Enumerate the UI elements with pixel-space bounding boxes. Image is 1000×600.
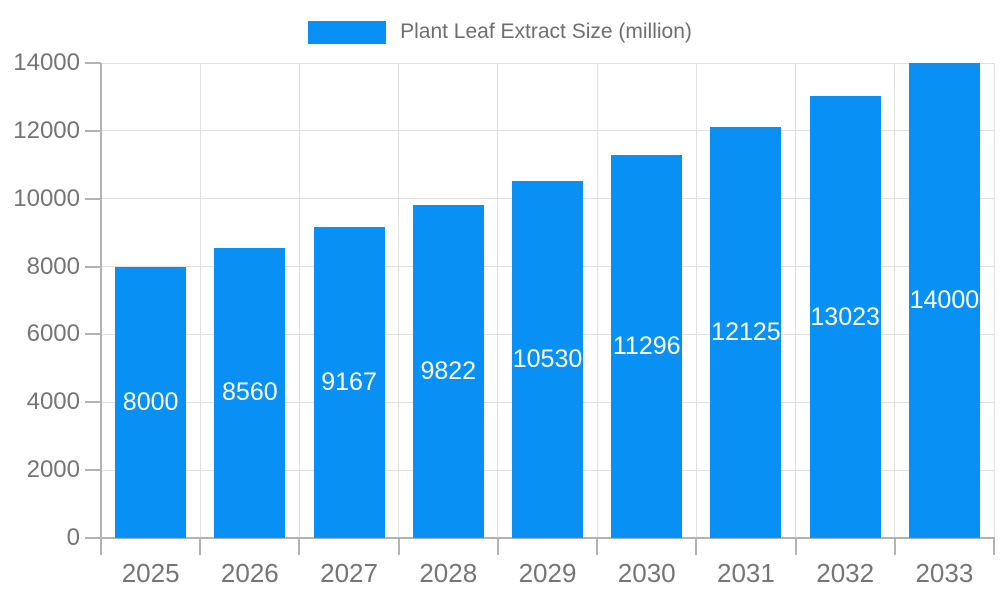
- bar-value-label: 11296: [612, 331, 681, 360]
- x-gridline: [695, 63, 697, 538]
- y-tick: [85, 265, 101, 268]
- y-tick: [85, 333, 101, 336]
- x-axis-label: 2030: [617, 558, 676, 588]
- y-gridline: [101, 130, 994, 132]
- x-axis-label: 2025: [121, 558, 180, 588]
- x-tick: [794, 538, 797, 555]
- y-tick: [85, 129, 101, 132]
- y-axis-label: 12000: [13, 116, 80, 144]
- y-tick: [85, 401, 101, 404]
- bar-2028[interactable]: 9822: [412, 204, 484, 538]
- x-gridline: [398, 63, 400, 538]
- x-gridline: [993, 63, 995, 538]
- bar-value-label: 13023: [810, 302, 880, 331]
- x-gridline: [795, 63, 797, 538]
- y-tick: [85, 62, 101, 64]
- x-axis-label: 2027: [320, 558, 378, 588]
- x-tick: [993, 538, 995, 555]
- y-axis-label: 2000: [26, 456, 80, 484]
- bar-2033[interactable]: 14000: [908, 63, 980, 538]
- bar-value-label: 12125: [711, 317, 781, 346]
- y-axis-label: 4000: [26, 388, 80, 416]
- bar-2026[interactable]: 8560: [214, 247, 286, 538]
- y-tick: [85, 537, 101, 539]
- x-tick: [199, 538, 202, 555]
- y-axis-label: 0: [66, 524, 80, 551]
- bar-2030[interactable]: 11296: [611, 154, 683, 538]
- y-axis-label: 14000: [13, 49, 80, 76]
- x-axis-line: [100, 537, 995, 539]
- y-gridline: [101, 62, 994, 64]
- x-tick: [893, 538, 896, 555]
- bar-2031[interactable]: 12125: [710, 126, 782, 538]
- y-axis-label: 6000: [26, 320, 80, 348]
- y-axis-label: 10000: [13, 184, 80, 212]
- bar-value-label: 8000: [122, 387, 179, 416]
- x-gridline: [298, 63, 300, 538]
- bar-value-label: 14000: [909, 286, 980, 314]
- y-tick: [85, 197, 101, 200]
- x-tick: [596, 538, 599, 555]
- bar-2029[interactable]: 10530: [512, 180, 583, 538]
- bar-2025[interactable]: 8000: [115, 266, 187, 538]
- x-axis-label: 2029: [518, 558, 577, 588]
- legend[interactable]: Plant Leaf Extract Size (million): [0, 20, 1000, 44]
- bar-value-label: 9822: [420, 356, 477, 385]
- x-axis-label: 2031: [717, 558, 775, 588]
- y-axis-line: [100, 63, 102, 555]
- y-tick: [85, 469, 101, 472]
- x-gridline: [199, 63, 201, 538]
- x-tick: [397, 538, 400, 555]
- x-tick: [695, 538, 698, 555]
- bar-value-label: 10530: [512, 344, 583, 373]
- x-gridline: [596, 63, 598, 538]
- x-axis-label: 2033: [915, 558, 974, 588]
- legend-swatch: [308, 20, 387, 44]
- bar-value-label: 8560: [222, 378, 278, 407]
- x-gridline: [497, 63, 499, 538]
- x-axis-label: 2032: [816, 558, 875, 588]
- bar-2032[interactable]: 13023: [809, 96, 881, 538]
- x-tick: [298, 538, 301, 555]
- x-gridline: [894, 63, 896, 538]
- legend-label: Plant Leaf Extract Size (million): [400, 20, 692, 43]
- y-axis-label: 8000: [26, 252, 80, 280]
- x-tick: [496, 538, 499, 555]
- bar-value-label: 9167: [321, 367, 377, 396]
- x-axis-label: 2026: [220, 558, 279, 588]
- x-axis-label: 2028: [419, 558, 478, 588]
- bar-2027[interactable]: 9167: [313, 226, 385, 538]
